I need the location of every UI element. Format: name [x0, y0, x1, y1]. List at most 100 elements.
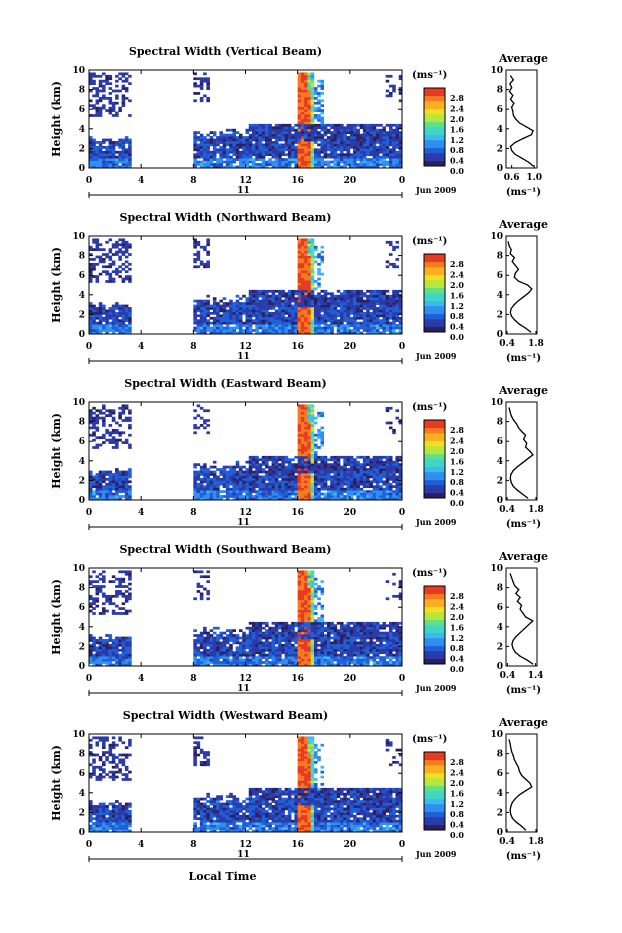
heatmap-cell	[193, 261, 197, 264]
heatmap-cell	[128, 275, 132, 278]
heatmap-cell	[304, 102, 308, 105]
heatmap-cell	[96, 275, 100, 278]
heatmap-cell	[307, 324, 311, 327]
heatmap-cell	[363, 473, 367, 476]
heatmap-cell	[389, 131, 393, 134]
average-y-tick-label: 2	[497, 144, 503, 154]
heatmap-cell	[285, 146, 289, 149]
heatmap-cell	[307, 495, 311, 498]
heatmap-cell	[353, 471, 357, 474]
heatmap-cell	[223, 478, 227, 481]
average-point	[529, 450, 530, 451]
heatmap-cell	[112, 446, 116, 449]
heatmap-cell	[301, 322, 305, 325]
heatmap-cell	[311, 99, 315, 102]
heatmap-cell	[272, 322, 276, 325]
heatmap-cell	[200, 466, 204, 469]
heatmap-cell	[265, 126, 269, 129]
heatmap-cell	[115, 605, 119, 608]
heatmap-cell	[200, 646, 204, 649]
heatmap-cell	[193, 77, 197, 80]
heatmap-cell	[360, 146, 364, 149]
heatmap-cell	[268, 300, 272, 303]
heatmap-cell	[249, 292, 253, 295]
heatmap-cell	[327, 466, 331, 469]
average-point	[514, 154, 515, 155]
heatmap-cell	[219, 156, 223, 159]
heatmap-cell	[386, 163, 390, 166]
heatmap-cell	[226, 151, 230, 154]
heatmap-cell	[197, 634, 201, 637]
heatmap-cell	[376, 151, 380, 154]
heatmap-cell	[275, 290, 279, 293]
average-point	[518, 281, 519, 282]
heatmap-cell	[373, 151, 377, 154]
heatmap-cell	[291, 144, 295, 147]
heatmap-cell	[298, 136, 302, 139]
heatmap-cell	[317, 117, 321, 120]
heatmap-cell	[389, 483, 393, 486]
heatmap-cell	[350, 156, 354, 159]
heatmap-cell	[96, 639, 100, 642]
heatmap-cell	[281, 466, 285, 469]
heatmap-cell	[281, 300, 285, 303]
heatmap-cell	[317, 144, 321, 147]
heatmap-cell	[373, 322, 377, 325]
heatmap-cell	[203, 493, 207, 496]
heatmap-cell	[109, 412, 113, 415]
heatmap-cell	[206, 570, 210, 573]
heatmap-cell	[109, 144, 113, 147]
heatmap-cell	[265, 141, 269, 144]
y-tick-label: 4	[79, 291, 85, 301]
heatmap-cell	[386, 407, 390, 410]
y-axis-label: Height (km)	[50, 247, 63, 323]
heatmap-cell	[307, 327, 311, 330]
heatmap-cell	[105, 109, 109, 112]
heatmap-cell	[255, 327, 259, 330]
heatmap-cell	[307, 429, 311, 432]
heatmap-cell	[99, 329, 103, 332]
heatmap-cell	[255, 495, 259, 498]
heatmap-cell	[366, 151, 370, 154]
heatmap-cell	[89, 263, 93, 266]
heatmap-cell	[317, 292, 321, 295]
heatmap-cell	[389, 153, 393, 156]
heatmap-cell	[320, 124, 324, 127]
heatmap-cell	[314, 102, 318, 105]
heatmap-cell	[118, 141, 122, 144]
heatmap-cell	[285, 136, 289, 139]
colorbar-segment	[424, 327, 445, 330]
heatmap-cell	[89, 77, 93, 80]
heatmap-cell	[386, 476, 390, 479]
heatmap-cell	[206, 302, 210, 305]
heatmap-cell	[99, 585, 103, 588]
heatmap-cell	[109, 646, 113, 649]
heatmap-cell	[285, 295, 289, 298]
heatmap-cell	[232, 134, 236, 137]
heatmap-cell	[197, 258, 201, 261]
heatmap-cell	[392, 290, 396, 293]
heatmap-cell	[324, 485, 328, 488]
y-tick-label: 8	[79, 252, 85, 262]
average-point	[511, 308, 512, 309]
heatmap-cell	[298, 80, 302, 83]
heatmap-cell	[301, 261, 305, 264]
heatmap-cell	[307, 243, 311, 246]
heatmap-cell	[112, 473, 116, 476]
heatmap-cell	[314, 161, 318, 164]
heatmap-cell	[311, 493, 315, 496]
heatmap-cell	[259, 317, 263, 320]
heatmap-cell	[249, 139, 253, 142]
heatmap-cell	[343, 134, 347, 137]
heatmap-cell	[324, 488, 328, 491]
heatmap-cell	[203, 139, 207, 142]
heatmap-cell	[298, 490, 302, 493]
heatmap-cell	[109, 248, 113, 251]
heatmap-cell	[200, 300, 204, 303]
heatmap-cell	[369, 124, 373, 127]
heatmap-cell	[288, 156, 292, 159]
heatmap-cell	[324, 483, 328, 486]
heatmap-cell	[386, 124, 390, 127]
colorbar-segment	[424, 104, 445, 107]
heatmap-cell	[386, 324, 390, 327]
